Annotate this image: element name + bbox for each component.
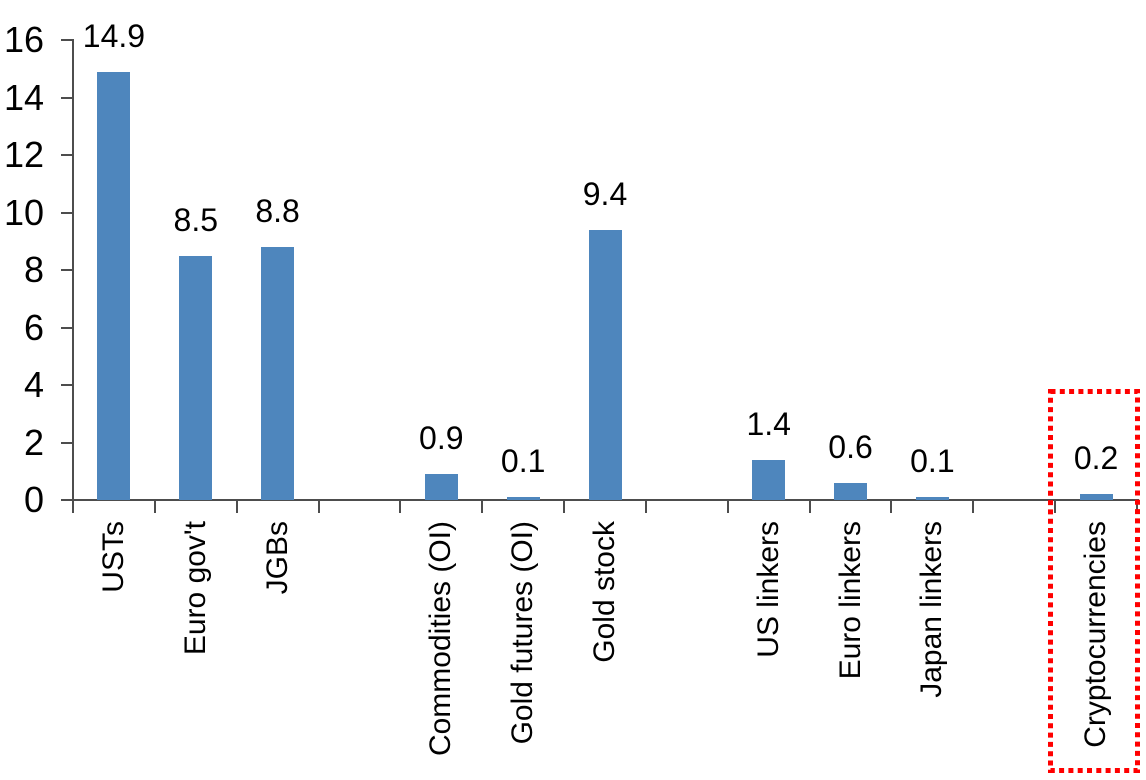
x-tick-mark [317,500,320,513]
x-tick-mark [72,500,74,513]
category-label: Japan linkers [915,521,949,698]
bar-jgbs [261,247,295,500]
category-label: Euro gov't [178,521,212,656]
y-axis-line [72,39,74,501]
data-label: 9.4 [582,175,628,212]
y-tick-label: 16 [3,19,44,60]
category-label: Euro linkers [833,521,867,680]
data-label: 1.4 [746,405,791,442]
data-label: 8.5 [173,201,218,238]
data-label: 0.1 [910,443,955,480]
x-tick-mark [644,500,647,513]
bar-japan-linkers [915,497,949,500]
data-label: 0.6 [828,428,873,465]
data-label: 0.9 [419,420,464,457]
category-label: JGBs [260,521,294,595]
x-tick-mark [808,500,811,513]
x-tick-mark [1136,500,1138,513]
y-tick-mark [61,96,72,99]
y-tick-mark [61,211,72,214]
data-label: 8.8 [255,193,300,229]
bar-us-linkers [752,459,786,500]
data-label: 0.1 [500,443,546,480]
y-tick-mark [61,441,72,444]
category-label: Gold stock [588,521,621,663]
y-tick-label: 12 [3,134,44,175]
y-tick-mark [61,269,72,271]
x-tick-mark [399,500,402,513]
y-tick-label: 0 [23,479,44,520]
y-tick-label: 8 [23,249,44,290]
data-label: 14.9 [82,17,146,54]
x-tick-mark [972,500,975,513]
category-label: Cryptocurrencies [1079,521,1113,748]
y-tick-mark [61,384,72,386]
bar-euro-linkers [834,482,868,500]
x-tick-mark [890,500,893,513]
y-tick-mark [61,154,72,156]
x-axis-line [72,499,1139,501]
x-tick-mark [726,500,729,513]
category-label: USTs [96,521,130,593]
bar-commodities-oi- [424,474,458,500]
x-tick-mark [563,500,566,513]
x-tick-mark [153,500,156,513]
y-tick-mark [61,326,72,329]
category-label: US linkers [751,521,785,658]
y-tick-mark [61,39,72,41]
x-tick-mark [235,500,238,513]
y-tick-label: 14 [3,76,44,118]
x-tick-mark [481,500,484,513]
bar-gold-futures-oi- [506,497,540,500]
y-tick-label: 6 [23,306,44,348]
data-label: 0.2 [1073,440,1119,477]
bar-gold-stock [588,229,622,500]
category-label: Gold futures (OI) [506,521,540,745]
bar-cryptocurrencies [1079,494,1113,500]
y-tick-label: 2 [23,421,44,463]
y-tick-mark [61,499,72,501]
x-tick-mark [1054,500,1057,513]
y-tick-label: 4 [23,364,44,405]
bar-usts [97,71,131,500]
bar-euro-gov-t [179,255,213,500]
category-label: Commodities (OI) [424,521,458,757]
y-tick-label: 10 [3,191,44,233]
